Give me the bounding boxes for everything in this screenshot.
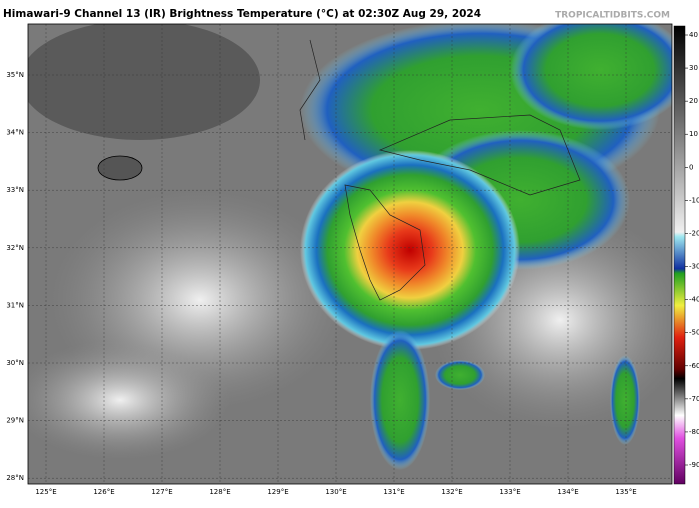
lon-label: 133°E — [499, 488, 520, 496]
lat-label: 32°N — [6, 244, 24, 252]
lon-label: 131°E — [383, 488, 404, 496]
lat-label: 33°N — [6, 186, 24, 194]
lat-label: 35°N — [6, 71, 24, 79]
colorbar-label: -50 — [689, 329, 699, 337]
colorbar-label: -90 — [689, 461, 699, 469]
colorbar-label: 20 — [689, 97, 698, 105]
lon-label: 130°E — [325, 488, 346, 496]
colorbar-label: -10 — [689, 196, 699, 204]
title: Himawari-9 Channel 13 (IR) Brightness Te… — [3, 8, 481, 20]
colorbar-label: -40 — [689, 296, 699, 304]
lon-label: 126°E — [93, 488, 114, 496]
colorbar-label: 0 — [689, 163, 693, 171]
lon-label: 135°E — [615, 488, 636, 496]
lat-label: 31°N — [6, 301, 24, 309]
colorbar-label: 40 — [689, 31, 698, 39]
satellite-image — [28, 24, 672, 484]
lon-label: 125°E — [35, 488, 56, 496]
colorbar-label: -20 — [689, 229, 699, 237]
colorbar-label: -80 — [689, 428, 699, 436]
colorbar-label: -60 — [689, 362, 699, 370]
lon-label: 128°E — [209, 488, 230, 496]
lon-label: 132°E — [441, 488, 462, 496]
lat-label: 34°N — [6, 129, 24, 137]
lat-label: 30°N — [6, 359, 24, 367]
lon-label: 134°E — [557, 488, 578, 496]
colorbar-label: 10 — [689, 130, 698, 138]
lon-label: 129°E — [267, 488, 288, 496]
lat-label: 28°N — [6, 474, 24, 482]
colorbar-label: -30 — [689, 263, 699, 271]
lon-label: 127°E — [151, 488, 172, 496]
map-frame — [27, 23, 673, 485]
colorbar-label: 30 — [689, 64, 698, 72]
lat-label: 29°N — [6, 417, 24, 425]
watermark: TROPICALTIDBITS.COM — [555, 11, 670, 21]
colorbar — [673, 25, 686, 485]
colorbar-label: -70 — [689, 395, 699, 403]
